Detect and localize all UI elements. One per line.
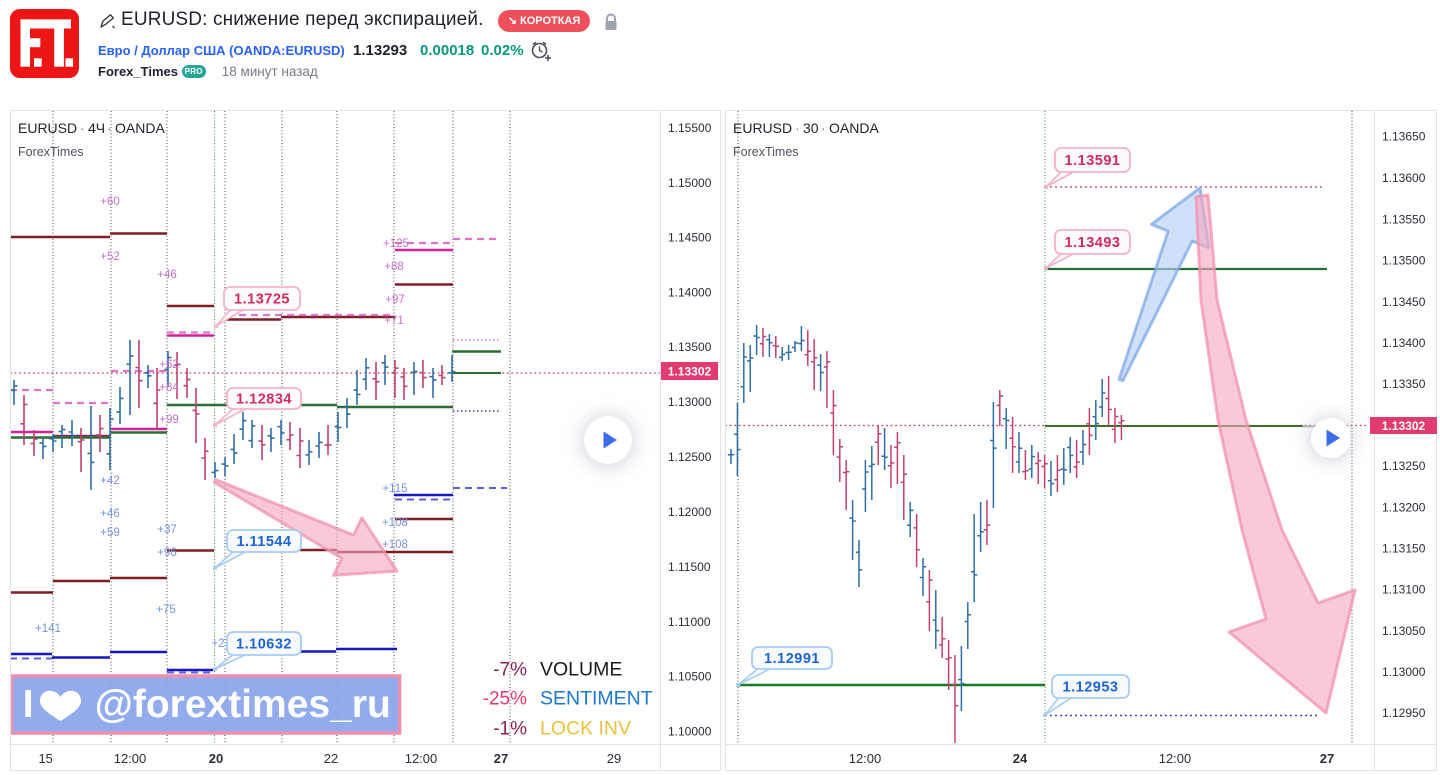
svg-text:15: 15 (38, 751, 52, 766)
svg-text:1.13302: 1.13302 (1382, 419, 1426, 433)
svg-text:+99: +99 (159, 414, 179, 426)
svg-text:+60: +60 (100, 196, 120, 208)
svg-text:+115: +115 (382, 483, 407, 495)
svg-text:+97: +97 (385, 294, 405, 306)
svg-text:1.13600: 1.13600 (1382, 171, 1426, 185)
svg-text:ForexTimes: ForexTimes (733, 145, 799, 159)
svg-text:4Ч: 4Ч (88, 120, 105, 136)
svg-text:+71: +71 (384, 315, 404, 327)
svg-text:+37: +37 (157, 524, 177, 536)
svg-text:+108: +108 (382, 517, 408, 529)
svg-text:1.10000: 1.10000 (668, 725, 712, 739)
svg-text:-1%: -1% (493, 719, 527, 740)
svg-text:1.12950: 1.12950 (1382, 706, 1426, 720)
svg-text:1.14500: 1.14500 (668, 231, 712, 245)
svg-text:20: 20 (209, 751, 223, 766)
svg-text:+2: +2 (211, 638, 224, 650)
svg-text:1.12991: 1.12991 (764, 651, 820, 667)
svg-text:30: 30 (803, 120, 819, 136)
svg-text:1.15000: 1.15000 (668, 176, 712, 190)
svg-text:1.13100: 1.13100 (1382, 583, 1426, 597)
svg-text:1.13725: 1.13725 (234, 292, 290, 308)
svg-text:+46: +46 (157, 269, 177, 281)
svg-text:+42: +42 (100, 475, 120, 487)
svg-text:12:00: 12:00 (849, 751, 882, 766)
svg-text:-25%: -25% (483, 689, 527, 710)
svg-text:27: 27 (494, 751, 508, 766)
svg-text:1.13400: 1.13400 (1382, 336, 1426, 350)
svg-text:1.13000: 1.13000 (1382, 665, 1426, 679)
svg-text:+46: +46 (100, 508, 120, 520)
svg-text:+59: +59 (100, 527, 120, 539)
svg-text:1.13650: 1.13650 (1382, 130, 1426, 144)
svg-text:I: I (23, 683, 34, 726)
svg-text:1.13350: 1.13350 (1382, 377, 1426, 391)
svg-text:1.10500: 1.10500 (668, 670, 712, 684)
svg-text:1.12500: 1.12500 (668, 450, 712, 464)
svg-text:29: 29 (607, 751, 621, 766)
svg-text:-7%: -7% (493, 660, 527, 681)
svg-text:1.13000: 1.13000 (668, 395, 712, 409)
svg-text:·: · (795, 120, 800, 136)
svg-text:22: 22 (324, 751, 338, 766)
svg-text:1.11544: 1.11544 (236, 534, 291, 550)
svg-text:+84: +84 (159, 382, 179, 394)
svg-text:+96: +96 (157, 547, 177, 559)
svg-text:EURUSD: EURUSD (18, 120, 77, 136)
svg-text:ForexTimes: ForexTimes (18, 145, 84, 159)
svg-text:·: · (80, 120, 85, 136)
svg-text:1.13493: 1.13493 (1065, 235, 1121, 251)
svg-text:+52: +52 (100, 251, 120, 263)
svg-text:1.13200: 1.13200 (1382, 501, 1426, 515)
svg-text:OANDA: OANDA (115, 120, 165, 136)
svg-text:SENTIMENT: SENTIMENT (540, 688, 653, 710)
svg-text:1.13150: 1.13150 (1382, 542, 1426, 556)
svg-text:1.12000: 1.12000 (668, 505, 712, 519)
svg-text:+62: +62 (159, 359, 179, 371)
svg-text:EURUSD: EURUSD (733, 120, 792, 136)
svg-text:+75: +75 (156, 604, 176, 616)
svg-text:1.13302: 1.13302 (668, 365, 712, 379)
svg-text:VOLUME: VOLUME (540, 659, 622, 681)
svg-text:1.13550: 1.13550 (1382, 213, 1426, 227)
svg-text:1.13250: 1.13250 (1382, 459, 1426, 473)
svg-text:+108: +108 (382, 539, 408, 551)
svg-text:1.12953: 1.12953 (1063, 680, 1119, 696)
svg-text:1.12834: 1.12834 (236, 392, 292, 408)
svg-text:1.13450: 1.13450 (1382, 295, 1426, 309)
svg-text:1.13500: 1.13500 (1382, 254, 1426, 268)
svg-text:12:00: 12:00 (405, 751, 438, 766)
svg-text:1.13500: 1.13500 (668, 340, 712, 354)
svg-text:12:00: 12:00 (114, 751, 147, 766)
svg-text:27: 27 (1320, 751, 1334, 766)
svg-text:+125: +125 (383, 238, 409, 250)
svg-text:1.11500: 1.11500 (668, 560, 711, 574)
svg-text:1.13591: 1.13591 (1065, 153, 1121, 169)
svg-text:12:00: 12:00 (1159, 751, 1192, 766)
svg-text:1.13050: 1.13050 (1382, 624, 1426, 638)
svg-text:LOCK INV: LOCK INV (540, 718, 631, 740)
svg-text:·: · (107, 120, 112, 136)
svg-text:OANDA: OANDA (829, 120, 879, 136)
svg-text:+141: +141 (35, 623, 61, 635)
svg-text:@forextimes_ru: @forextimes_ru (95, 683, 391, 726)
svg-text:·: · (821, 120, 826, 136)
svg-text:24: 24 (1013, 751, 1028, 766)
svg-text:1.11000: 1.11000 (668, 615, 711, 629)
svg-text:+88: +88 (384, 261, 404, 273)
svg-text:1.15500: 1.15500 (668, 121, 712, 135)
svg-text:1.14000: 1.14000 (668, 286, 712, 300)
svg-text:1.10632: 1.10632 (236, 637, 292, 653)
